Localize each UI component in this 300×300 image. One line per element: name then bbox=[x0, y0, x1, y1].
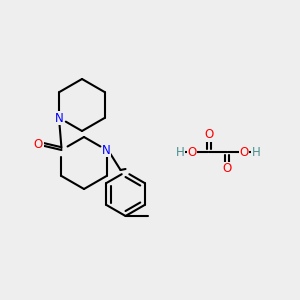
Text: O: O bbox=[34, 139, 43, 152]
Text: H: H bbox=[252, 146, 260, 158]
Text: O: O bbox=[188, 146, 196, 158]
Text: O: O bbox=[222, 163, 232, 176]
Text: N: N bbox=[55, 112, 64, 124]
Text: O: O bbox=[204, 128, 214, 142]
Text: H: H bbox=[176, 146, 184, 158]
Text: N: N bbox=[102, 143, 111, 157]
Text: O: O bbox=[239, 146, 249, 158]
